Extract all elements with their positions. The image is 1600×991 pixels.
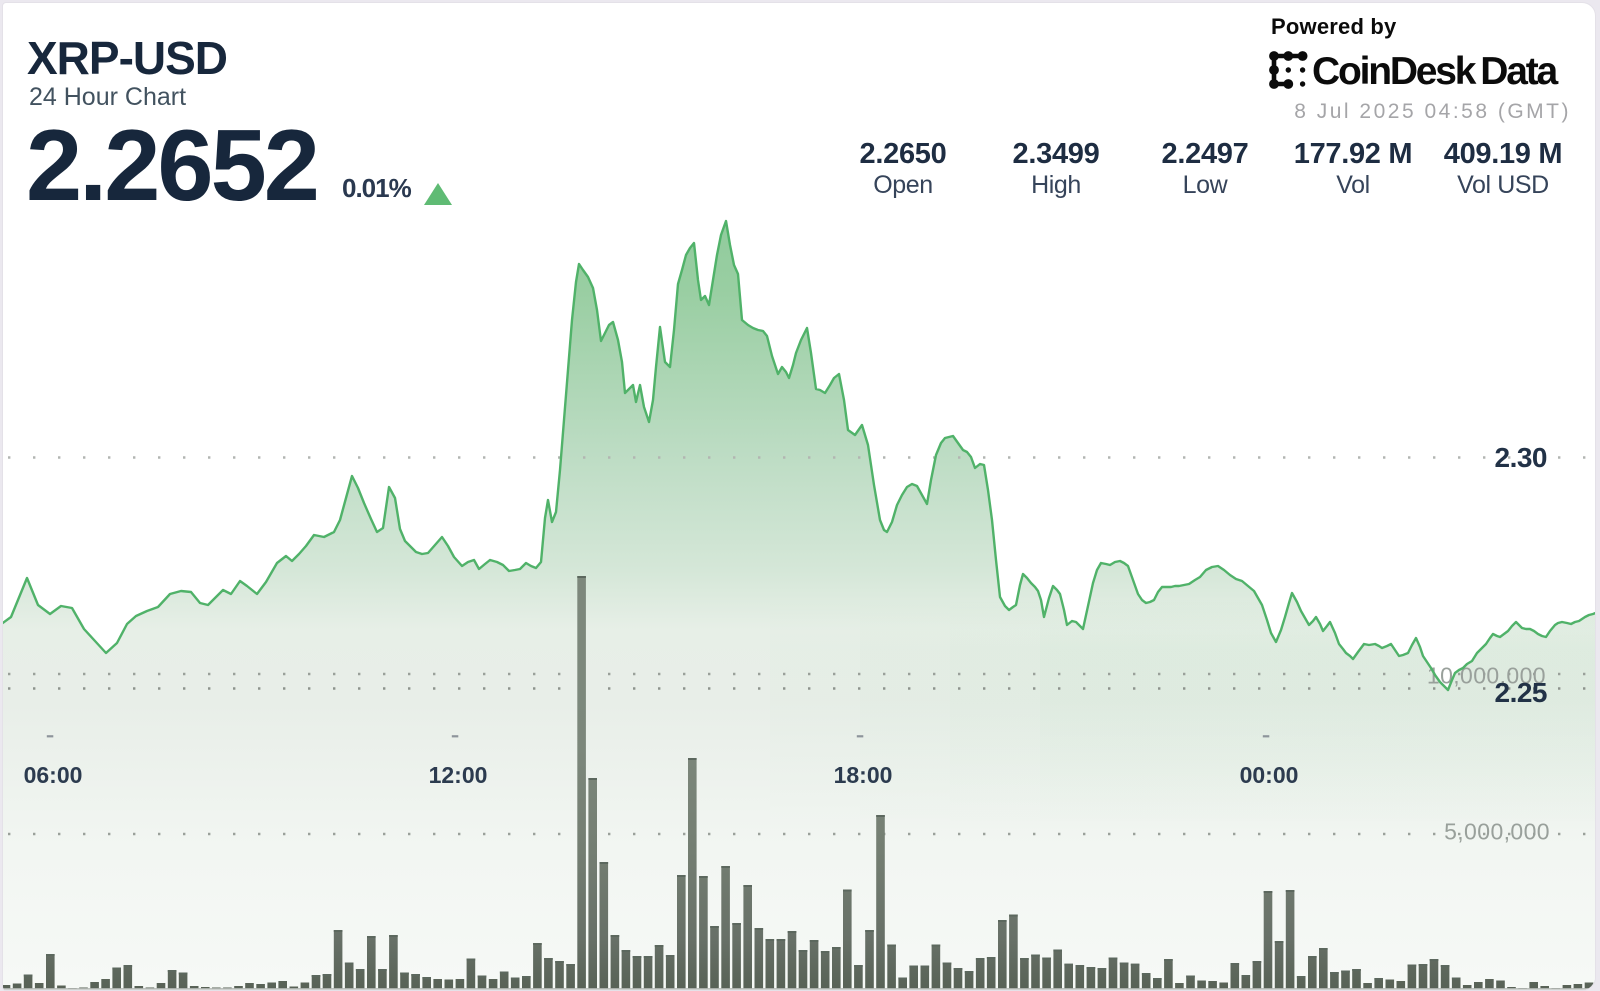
svg-text:5,000,000: 5,000,000 [1444, 819, 1550, 845]
svg-text:10,000,000: 10,000,000 [1427, 663, 1546, 689]
